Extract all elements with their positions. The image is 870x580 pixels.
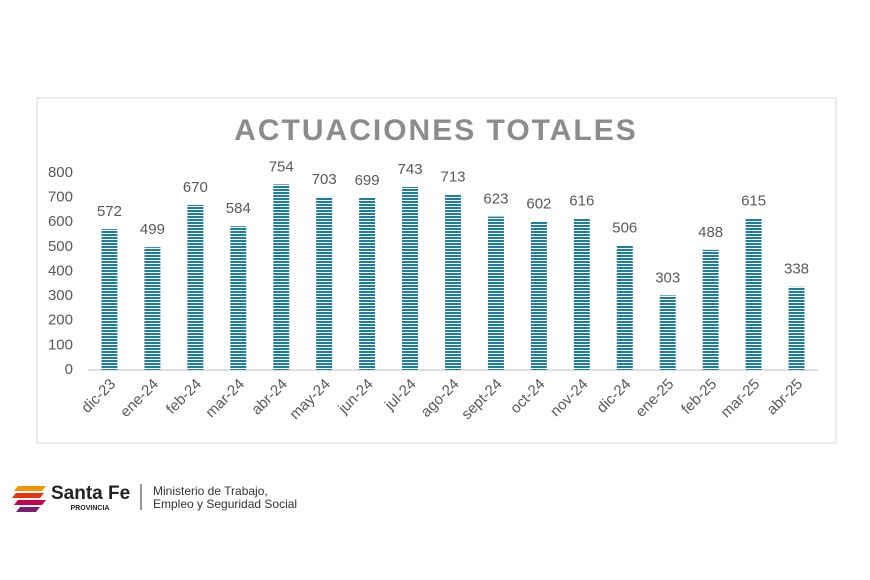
y-tick-label: 700 (48, 189, 73, 206)
y-tick-label: 500 (48, 238, 73, 255)
bar (230, 226, 247, 370)
chart-title: ACTUACIONES TOTALES (234, 114, 638, 147)
value-label: 670 (183, 179, 208, 196)
value-label: 506 (612, 219, 637, 236)
y-tick-label: 800 (48, 164, 73, 181)
value-label: 572 (97, 203, 122, 220)
ministry-line: Empleo y Seguridad Social (153, 497, 297, 511)
value-label: 703 (312, 171, 337, 188)
y-tick-label: 200 (48, 312, 73, 329)
bar (530, 221, 547, 370)
value-label: 616 (569, 192, 594, 209)
bar (445, 194, 461, 370)
value-label: 743 (398, 161, 423, 178)
y-tick-label: 600 (48, 213, 73, 230)
value-label: 584 (226, 200, 251, 217)
bar (702, 249, 719, 370)
bar (101, 229, 118, 370)
bar (745, 218, 762, 370)
value-label: 623 (483, 191, 508, 208)
brand-sub: PROVINCIA (71, 505, 110, 512)
bar (659, 295, 676, 370)
bar (316, 196, 333, 370)
value-label: 699 (355, 172, 380, 189)
bar (402, 187, 419, 370)
y-tick-label: 0 (65, 361, 73, 378)
bar (359, 197, 376, 370)
logo-icon (12, 486, 46, 512)
value-label: 303 (655, 269, 680, 286)
bar (273, 184, 290, 370)
y-tick-label: 300 (48, 287, 73, 304)
value-label: 754 (269, 158, 294, 175)
y-tick-label: 100 (48, 336, 73, 353)
bar (187, 205, 204, 370)
value-label: 499 (140, 221, 165, 238)
bar (487, 216, 504, 370)
bar (144, 247, 161, 370)
y-tick-label: 400 (48, 262, 73, 279)
value-label: 488 (698, 224, 723, 241)
bar (616, 245, 633, 370)
bar (788, 286, 805, 370)
bar (573, 218, 590, 370)
brand: Santa Fe (51, 483, 130, 504)
value-label: 713 (440, 168, 465, 185)
value-label: 338 (784, 261, 809, 278)
ministry-line: Ministerio de Trabajo, (153, 484, 268, 498)
value-label: 602 (526, 196, 551, 213)
value-label: 615 (741, 193, 766, 210)
